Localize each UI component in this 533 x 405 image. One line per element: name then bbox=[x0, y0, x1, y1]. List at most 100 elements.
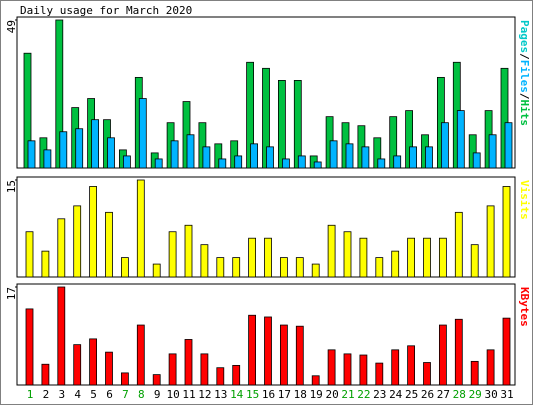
bar bbox=[425, 146, 433, 169]
legend: Pages/Files/Hits bbox=[518, 20, 531, 126]
bar bbox=[25, 308, 34, 386]
bar bbox=[311, 375, 320, 386]
bar bbox=[361, 146, 370, 169]
legend-entry: KBytes bbox=[518, 287, 531, 327]
bar bbox=[470, 244, 479, 278]
bar bbox=[329, 140, 338, 169]
x-tick-label: 11 bbox=[182, 388, 195, 401]
bar bbox=[184, 224, 193, 278]
bar bbox=[59, 131, 68, 169]
bar bbox=[470, 360, 479, 386]
bar bbox=[277, 80, 286, 169]
bar bbox=[438, 237, 447, 278]
bar bbox=[198, 122, 207, 169]
legend-entry: Files bbox=[518, 60, 531, 93]
bar bbox=[41, 250, 50, 278]
bar bbox=[504, 122, 513, 169]
bar bbox=[234, 155, 243, 169]
bar bbox=[409, 146, 418, 169]
bar bbox=[136, 179, 145, 278]
bar bbox=[91, 119, 99, 169]
x-tick-label: 5 bbox=[90, 388, 97, 401]
bar bbox=[152, 374, 161, 386]
x-tick-label: 6 bbox=[106, 388, 113, 401]
bar bbox=[41, 363, 50, 386]
legend-entry: Visits bbox=[518, 180, 531, 220]
bar bbox=[281, 158, 290, 169]
bar bbox=[218, 158, 227, 169]
x-tick-label: 9 bbox=[154, 388, 161, 401]
bar bbox=[121, 372, 129, 386]
bar bbox=[262, 67, 270, 169]
bar bbox=[345, 143, 354, 169]
bar bbox=[152, 263, 161, 278]
legend-entry: Pages bbox=[518, 20, 531, 53]
bar bbox=[440, 122, 449, 169]
bar bbox=[343, 231, 352, 278]
bar bbox=[454, 211, 463, 278]
bar bbox=[375, 257, 384, 278]
bar bbox=[214, 143, 223, 169]
bar bbox=[377, 158, 386, 169]
bar bbox=[405, 110, 414, 169]
bar bbox=[343, 353, 352, 386]
x-tick-label: 29 bbox=[469, 388, 482, 401]
y-tick-label: 49 bbox=[5, 20, 18, 33]
bar bbox=[23, 52, 32, 169]
bar bbox=[170, 140, 179, 169]
bar bbox=[248, 237, 257, 278]
bar bbox=[488, 134, 497, 169]
bar bbox=[502, 186, 511, 278]
bar bbox=[295, 257, 304, 278]
x-tick-label: 4 bbox=[74, 388, 81, 401]
bar bbox=[438, 324, 447, 386]
legend-entry: Hits bbox=[518, 100, 531, 127]
bar bbox=[311, 263, 320, 278]
x-tick-label: 23 bbox=[373, 388, 386, 401]
bar bbox=[456, 110, 465, 169]
bar bbox=[200, 244, 209, 278]
bar bbox=[123, 155, 131, 169]
x-tick-label: 14 bbox=[230, 388, 244, 401]
bar bbox=[423, 362, 431, 386]
bar bbox=[407, 237, 416, 278]
bar bbox=[154, 158, 163, 169]
bar bbox=[454, 318, 463, 386]
x-tick-label: 2 bbox=[43, 388, 50, 401]
bar bbox=[327, 224, 336, 278]
bar bbox=[43, 149, 52, 169]
bar bbox=[121, 257, 129, 278]
bar bbox=[295, 325, 304, 386]
bar bbox=[27, 140, 36, 169]
legend: KBytes bbox=[518, 287, 531, 327]
x-tick-label: 28 bbox=[453, 388, 466, 401]
legend-separator: / bbox=[518, 53, 531, 60]
bar bbox=[89, 186, 97, 278]
bar bbox=[391, 250, 400, 278]
bar bbox=[248, 314, 257, 386]
bar bbox=[75, 128, 84, 169]
bar bbox=[138, 98, 147, 169]
bar bbox=[73, 205, 82, 278]
x-tick-label: 22 bbox=[357, 388, 370, 401]
bar bbox=[391, 349, 400, 386]
bar bbox=[359, 237, 368, 278]
x-tick-label: 17 bbox=[278, 388, 291, 401]
bar bbox=[389, 116, 398, 169]
bar bbox=[423, 237, 431, 278]
bar bbox=[186, 134, 195, 169]
x-tick-label: 24 bbox=[389, 388, 403, 401]
bar bbox=[250, 143, 259, 169]
bar bbox=[230, 140, 239, 169]
bar bbox=[359, 354, 368, 386]
y-tick-label: 17 bbox=[5, 287, 18, 300]
bar bbox=[202, 146, 211, 169]
bar bbox=[266, 146, 274, 169]
x-tick-label: 1 bbox=[27, 388, 34, 401]
bar bbox=[246, 61, 255, 169]
x-tick-label: 26 bbox=[421, 388, 434, 401]
bar bbox=[57, 286, 66, 386]
bar bbox=[407, 345, 416, 386]
